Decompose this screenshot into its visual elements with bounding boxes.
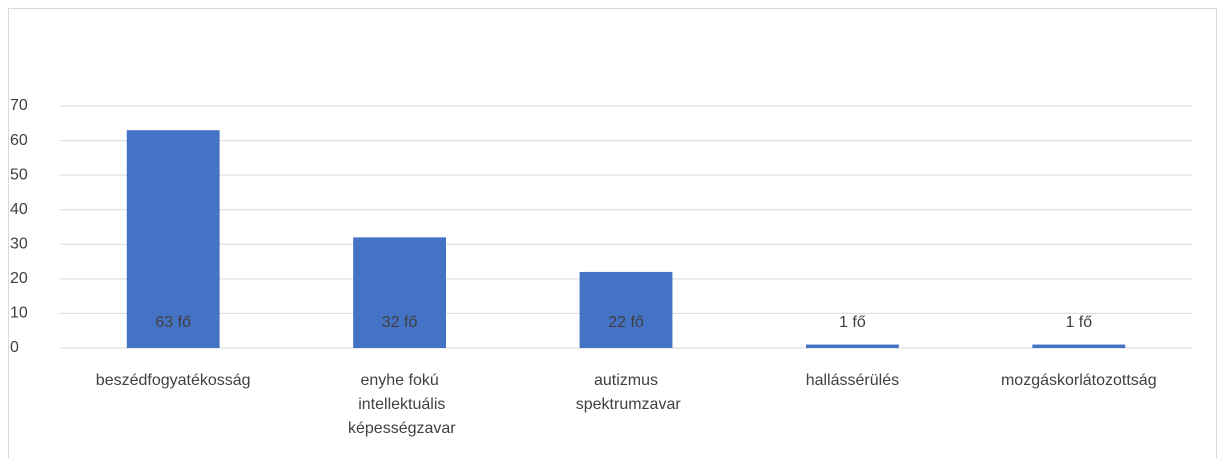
data-label: 22 fő — [608, 314, 644, 331]
y-tick-label: 60 — [10, 132, 28, 149]
y-tick-label: 20 — [10, 270, 28, 287]
y-tick-label: 10 — [10, 305, 28, 322]
bar — [126, 130, 220, 348]
x-tick-label: beszédfogyatékosság — [96, 372, 251, 389]
data-label: 63 fő — [155, 314, 191, 331]
y-tick-label: 70 — [10, 97, 28, 114]
data-label: 1 fő — [1065, 314, 1092, 331]
y-tick-label: 30 — [10, 236, 28, 253]
data-label: 32 fő — [382, 314, 418, 331]
bar — [353, 237, 447, 348]
bar — [805, 344, 899, 348]
y-tick-label: 50 — [10, 166, 28, 183]
x-tick-label: mozgáskorlátozottság — [1001, 372, 1157, 389]
bar — [579, 271, 673, 348]
x-tick-label: hallássérülés — [806, 372, 899, 389]
x-tick-label: enyhe fokú intellektuális képességzavar — [344, 372, 457, 437]
bar — [1032, 344, 1126, 348]
y-tick-label: 40 — [10, 201, 28, 218]
data-label: 1 fő — [839, 314, 866, 331]
x-tick-label: autizmus spektrumzavar — [571, 372, 681, 413]
y-tick-label: 0 — [10, 339, 19, 356]
